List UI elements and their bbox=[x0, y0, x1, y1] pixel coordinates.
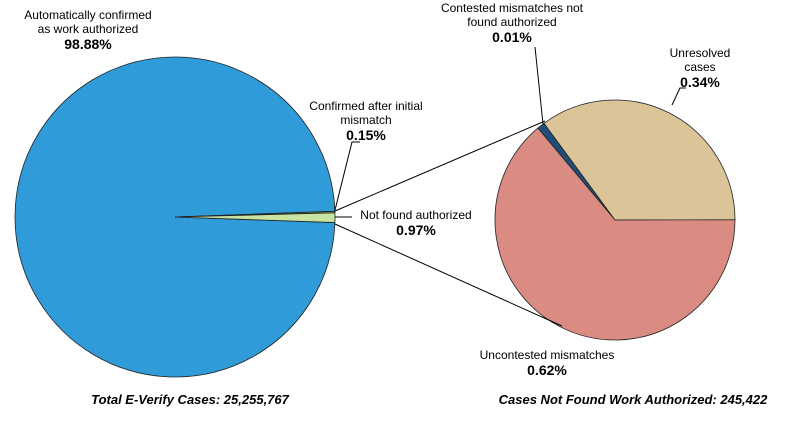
leader-line bbox=[671, 87, 686, 106]
category-label: Unresolved cases bbox=[669, 46, 731, 74]
category-label: Automatically confirmed as work authoriz… bbox=[24, 8, 152, 36]
value-label: 98.88% bbox=[64, 36, 112, 52]
leader-line bbox=[534, 46, 544, 125]
slice-label: Confirmed after initial mismatch 0.15% bbox=[296, 99, 436, 143]
category-label: Uncontested mismatches bbox=[479, 348, 615, 362]
connector-line bbox=[334, 120, 546, 212]
value-label: 0.01% bbox=[492, 29, 532, 45]
slice-label: Unresolved cases 0.34% bbox=[655, 46, 745, 90]
value-label: 0.15% bbox=[346, 127, 386, 143]
slice-label: Automatically confirmed as work authoriz… bbox=[18, 8, 158, 52]
chart-title: Total E-Verify Cases: 25,255,767 bbox=[91, 392, 289, 407]
slice-label: Not found authorized 0.97% bbox=[341, 208, 491, 238]
chart-title: Cases Not Found Work Authorized: 245,422 bbox=[498, 392, 768, 407]
connector-line bbox=[334, 223, 563, 327]
category-label: Confirmed after initial mismatch bbox=[309, 99, 423, 127]
value-label: 0.97% bbox=[396, 222, 436, 238]
value-label: 0.34% bbox=[680, 74, 720, 90]
category-label: Contested mismatches not found authorize… bbox=[440, 1, 584, 29]
slice-label: Contested mismatches not found authorize… bbox=[437, 1, 587, 45]
category-label: Not found authorized bbox=[360, 208, 472, 222]
slice-label: Uncontested mismatches 0.62% bbox=[462, 348, 632, 378]
leader-line bbox=[334, 141, 360, 211]
pie-slice bbox=[174, 212, 336, 223]
pie-slice bbox=[543, 99, 736, 221]
pie-slice bbox=[494, 127, 736, 341]
connectors bbox=[334, 46, 686, 327]
value-label: 0.62% bbox=[527, 362, 567, 378]
